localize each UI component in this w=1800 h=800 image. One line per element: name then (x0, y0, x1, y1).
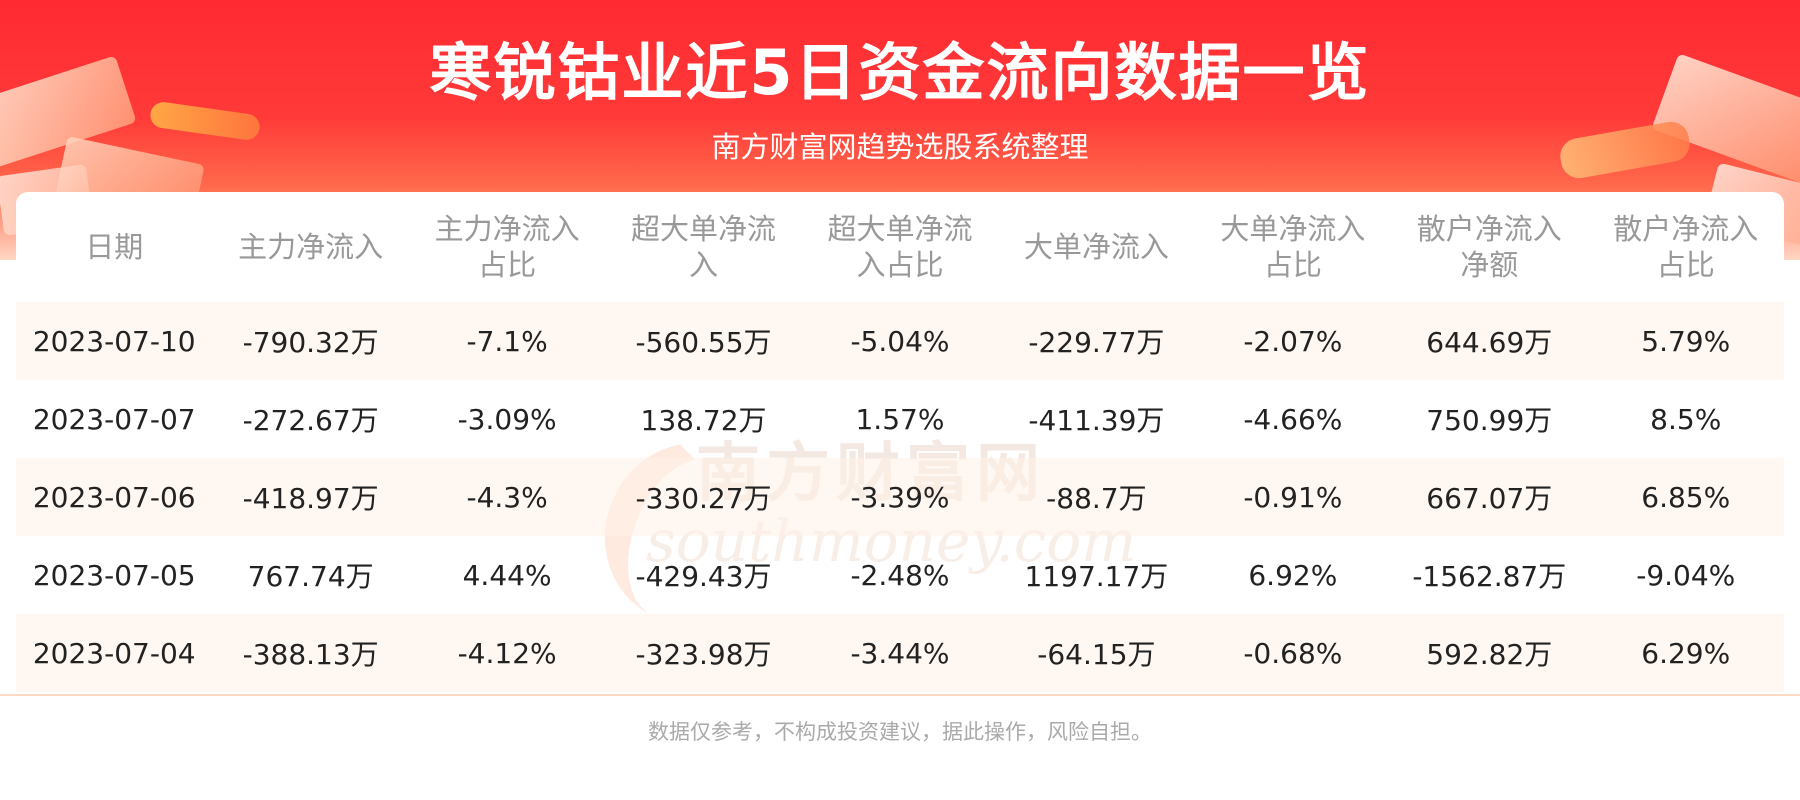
value-cell: -323.98万 (605, 614, 802, 692)
value-cell: -272.67万 (242, 404, 379, 437)
column-header: 日期 (16, 192, 212, 302)
fund-flow-table: 日期 主力净流入 主力净流入 占比 超大单净流入超大单净流 入占比 大单净流入 大单净流入 占比… (16, 192, 1784, 692)
disclaimer: 数据仅参考，不构成投资建议，据此操作，风险自担。 (648, 720, 1152, 744)
value-cell: -429.43万 (635, 560, 772, 593)
value-cell: -3.44% (801, 614, 999, 692)
column-header: 主力净流入 (212, 192, 408, 302)
date-cell: 2023-07-10 (16, 302, 213, 380)
date-cell: 2023-07-06 (16, 458, 213, 536)
column-header-line: 大单净流入 (1023, 230, 1169, 264)
value-cell: 1.57% (855, 402, 945, 436)
table-row: 2023-07-05 767.74万 4.44% -429.43万 -2.48% 1197… (16, 536, 1784, 614)
value-cell: -0.91% (1194, 458, 1392, 536)
value-cell: -5.04% (801, 302, 999, 380)
value-cell: 6.85% (1587, 458, 1784, 536)
value-cell: 138.72万 (640, 404, 767, 437)
table-row: 2023-07-06 -418.97万 -4.3% -330.27万 -3.39% -88… (16, 458, 1784, 536)
value-cell: 6.29% (1587, 614, 1784, 692)
page-subtitle: 南方财富网趋势选股系统整理 (711, 130, 1089, 164)
value-cell: -411.39万 (1028, 404, 1165, 437)
value-cell: -64.15万 (998, 614, 1195, 692)
column-header-line: 占比 (1656, 248, 1715, 282)
divider (0, 694, 1800, 696)
value-cell: -88.7万 (998, 458, 1195, 536)
column-header-line: 主力净流入 (238, 230, 384, 264)
value-cell: -4.66% (1243, 402, 1343, 436)
column-header: 超大单净流入 (605, 192, 801, 302)
column-header: 大单净流入 占比 (1195, 192, 1391, 302)
column-header: 大单净流入 (998, 192, 1194, 302)
value-cell: -229.77万 (998, 302, 1195, 380)
column-header-line: 入占比 (856, 248, 944, 282)
column-header-line: 占比 (1263, 248, 1322, 282)
value-cell: -2.07% (1194, 302, 1392, 380)
value-cell: 6.92% (1248, 558, 1338, 592)
date-cell: 2023-07-04 (16, 614, 213, 692)
value-cell: -3.39% (801, 458, 999, 536)
date-cell: 2023-07-07 (32, 402, 196, 436)
column-header-line: 入 (689, 248, 719, 282)
value-cell: 4.44% (462, 558, 552, 592)
value-cell: -1562.87万 (1412, 560, 1567, 593)
page-title: 寒锐钴业近5日资金流向数据一览 (429, 36, 1371, 109)
value-cell: -790.32万 (212, 302, 409, 380)
data-card: 南方财富网 southmoney.com 日期主力净流入主力净流入占比超大单净流… (16, 192, 1784, 694)
value-cell: 8.5% (1650, 402, 1722, 436)
value-cell: -418.97万 (212, 458, 409, 536)
date-cell: 2023-07-05 (32, 558, 196, 592)
value-cell: -388.13万 (212, 614, 409, 692)
value-cell: -9.04% (1636, 558, 1736, 592)
column-header: 主力净流入 占比 (409, 192, 605, 302)
value-cell: -4.3% (408, 458, 606, 536)
table-row: 2023-07-04 -388.13万 -4.12% -323.98万 -3.44% -6… (16, 614, 1784, 692)
column-header-line: 占比 (478, 248, 537, 282)
table-row: 2023-07-10 -790.32万 -7.1% -560.55万 -5.04% -22… (16, 302, 1784, 380)
column-header-line: 大单净流入 (1220, 212, 1366, 246)
table-body: 2023-07-10 -790.32万 -7.1% -560.55万 -5.04% -22… (16, 302, 1784, 692)
value-cell: -2.48% (850, 558, 950, 592)
column-header: 散户净流入 净额 (1391, 192, 1587, 302)
value-cell: 750.99万 (1426, 404, 1553, 437)
value-cell: -560.55万 (605, 302, 802, 380)
value-cell: -3.09% (457, 402, 557, 436)
value-cell: -7.1% (408, 302, 606, 380)
value-cell: -4.12% (408, 614, 606, 692)
column-header-line: 净额 (1460, 248, 1519, 282)
column-header-line: 散户净流入 (1613, 212, 1759, 246)
table-header-row: 日期 主力净流入 主力净流入 占比 超大单净流入超大单净流 入占比 大单净流入 大单净流入 占比… (16, 192, 1784, 302)
value-cell: -330.27万 (605, 458, 802, 536)
column-header: 超大单净流 入占比 (802, 192, 998, 302)
table-row: 2023-07-07 -272.67万 -3.09% 138.72万 1.57% -411… (16, 380, 1784, 458)
column-header-line: 主力净流入 (434, 212, 580, 246)
column-header-line: 超大单净流 (827, 212, 973, 246)
value-cell: 667.07万 (1391, 458, 1588, 536)
value-cell: 1197.17万 (1024, 560, 1169, 593)
column-header-line: 超大单净流 (631, 212, 777, 246)
column-header-line: 散户净流入 (1416, 212, 1562, 246)
value-cell: 644.69万 (1391, 302, 1588, 380)
value-cell: 767.74万 (247, 560, 374, 593)
value-cell: -0.68% (1194, 614, 1392, 692)
column-header-line: 日期 (85, 230, 144, 264)
value-cell: 5.79% (1587, 302, 1784, 380)
value-cell: 592.82万 (1391, 614, 1588, 692)
column-header: 散户净流入 占比 (1588, 192, 1785, 302)
